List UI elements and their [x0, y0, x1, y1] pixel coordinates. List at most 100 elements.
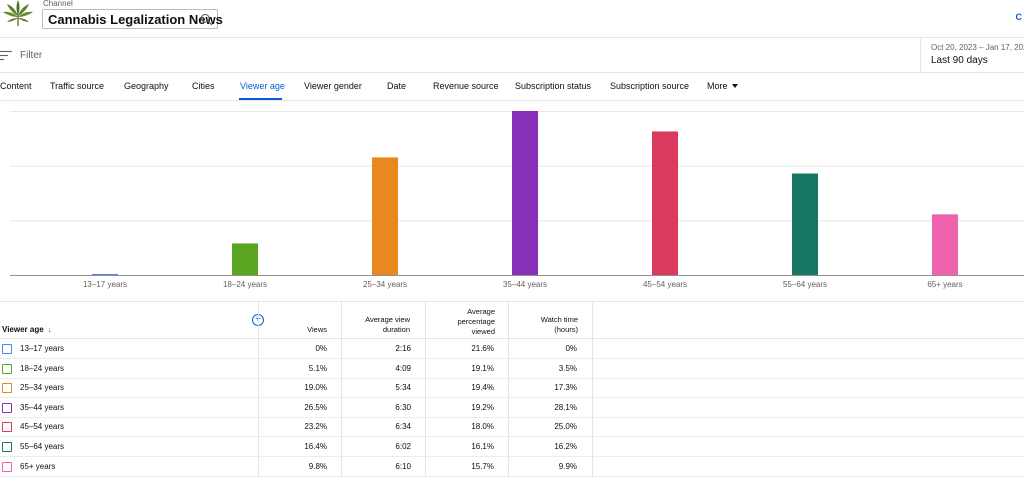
table-row[interactable]: 25–34 years 19.0% 5:34 19.4% 17.3%: [0, 378, 1024, 399]
tab-viewer-gender[interactable]: Viewer gender: [304, 81, 362, 91]
caret-down-icon: [731, 84, 738, 88]
x-tick-label: 35–44 years: [503, 280, 547, 289]
channel-label: Channel: [43, 0, 73, 8]
cell-avg-view-duration: 2:16: [395, 344, 411, 353]
column-header-avg-view-duration[interactable]: Average view duration: [365, 315, 410, 334]
bar-18-24-years[interactable]: [232, 243, 258, 275]
column-divider: [341, 302, 342, 476]
bar-13-17-years[interactable]: [92, 274, 118, 275]
cell-views: 26.5%: [304, 402, 327, 412]
report-tabs: Content Traffic source Geography Cities …: [0, 73, 1024, 101]
bar-25-34-years[interactable]: [372, 157, 398, 275]
row-checkbox[interactable]: [2, 422, 12, 433]
filter-bar: Filter Oct 20, 2023 – Jan 17, 2024 Last …: [0, 38, 1024, 73]
tab-date[interactable]: Date: [387, 81, 407, 91]
viewer-age-chart: 13–17 years 18–24 years 25–34 years 35–44 y…: [0, 101, 1024, 295]
date-range-text: Oct 20, 2023 – Jan 17, 2024: [931, 43, 1024, 52]
cell-avg-percentage-viewed: 21.6%: [471, 344, 494, 353]
cell-views: 23.2%: [304, 422, 327, 432]
column-header-viewer-age[interactable]: Viewer age ↓: [2, 325, 52, 334]
channel-selector[interactable]: Cannabis Legalization News: [42, 9, 223, 29]
column-header-watch-time[interactable]: Watch time (hours): [540, 315, 578, 334]
column-header-avg-percentage-viewed[interactable]: Average percentage viewed: [457, 307, 495, 336]
cell-views: 16.4%: [304, 442, 327, 451]
row-checkbox[interactable]: [2, 461, 12, 472]
cell-avg-view-duration: 6:02: [395, 442, 411, 451]
tab-traffic-source[interactable]: Traffic source: [50, 81, 105, 91]
tab-subscription-status[interactable]: Subscription status: [515, 81, 592, 91]
row-label: 25–34 years: [20, 383, 65, 393]
column-header-viewer-age-label: Viewer age: [2, 325, 44, 334]
cell-watch-time: 0%: [565, 344, 577, 353]
table-row[interactable]: 35–44 years 26.5% 6:30 19.2% 28.1%: [0, 398, 1024, 418]
row-checkbox[interactable]: [2, 383, 12, 394]
cell-avg-percentage-viewed: 16.1%: [471, 442, 494, 451]
row-label: 35–44 years: [20, 402, 65, 412]
row-label: 55–64 years: [20, 442, 65, 451]
cell-watch-time: 3.5%: [558, 363, 577, 373]
row-checkbox[interactable]: [2, 363, 12, 374]
column-divider: [425, 302, 426, 476]
cell-avg-percentage-viewed: 19.1%: [471, 363, 494, 373]
date-range-label: Last 90 days: [931, 55, 988, 66]
bar-chart-svg: 13–17 years 18–24 years 25–34 years 35–44 y…: [10, 111, 1024, 289]
date-range-picker[interactable]: Oct 20, 2023 – Jan 17, 2024 Last 90 days: [920, 38, 1024, 73]
sort-down-icon[interactable]: ↓: [47, 325, 52, 334]
row-checkbox[interactable]: [2, 442, 12, 452]
cell-views: 5.1%: [308, 363, 327, 373]
x-tick-label: 13–17 years: [83, 280, 127, 289]
tab-viewer-age[interactable]: Viewer age: [240, 81, 285, 91]
tab-geography[interactable]: Geography: [124, 81, 169, 91]
bar-55-64-years[interactable]: [792, 173, 818, 275]
filter-input[interactable]: Filter: [20, 50, 43, 61]
tab-more-label: More: [707, 81, 728, 91]
bar-65+-years[interactable]: [932, 214, 958, 275]
cell-avg-view-duration: 4:09: [395, 363, 411, 373]
table-row[interactable]: 55–64 years 16.4% 6:02 16.1% 16.2%: [0, 437, 1024, 457]
x-tick-label: 18–24 years: [223, 280, 267, 289]
table-row[interactable]: 45–54 years 23.2% 6:34 18.0% 25.0%: [0, 417, 1024, 438]
table-row[interactable]: 18–24 years 5.1% 4:09 19.1% 3.5%: [0, 359, 1024, 379]
cell-avg-percentage-viewed: 18.0%: [471, 422, 494, 432]
cell-avg-view-duration: 6:30: [395, 402, 411, 412]
active-tab-indicator: [239, 98, 282, 100]
table-header: Viewer age↓ + Views Average view duratio…: [0, 302, 1024, 339]
cannabis-leaf-logo[interactable]: [2, 0, 34, 28]
viewer-age-table: Viewer age↓ + Views Average view duratio…: [0, 301, 1024, 487]
cell-avg-percentage-viewed: 19.2%: [471, 402, 494, 412]
channel-name: Cannabis Legalization News: [48, 12, 223, 27]
table-row[interactable]: 13–17 years 0% 2:16 21.6% 0%: [0, 339, 1024, 359]
cell-avg-percentage-viewed: 19.4%: [471, 383, 494, 393]
cell-avg-view-duration: 5:34: [395, 383, 411, 393]
cell-watch-time: 17.3%: [554, 383, 577, 393]
cell-views: 19.0%: [304, 383, 327, 393]
x-tick-label: 45–54 years: [643, 280, 687, 289]
x-tick-label: 65+ years: [927, 280, 962, 289]
bar-45-54-years[interactable]: [652, 131, 678, 275]
tab-cities[interactable]: Cities: [192, 81, 215, 91]
filter-icon[interactable]: [0, 50, 12, 61]
cell-views: 0%: [315, 344, 327, 353]
cell-watch-time: 16.2%: [554, 442, 577, 451]
column-divider: [592, 302, 593, 476]
row-label: 65+ years: [20, 461, 56, 471]
column-header-views[interactable]: Views: [307, 325, 327, 334]
cell-avg-view-duration: 6:34: [395, 422, 411, 432]
cell-avg-view-duration: 6:10: [395, 461, 411, 471]
column-divider: [508, 302, 509, 476]
row-checkbox[interactable]: [2, 344, 12, 354]
row-checkbox[interactable]: [2, 402, 12, 413]
cell-views: 9.8%: [308, 461, 327, 471]
tab-content[interactable]: Content: [0, 81, 32, 91]
top-right-link[interactable]: C: [1015, 12, 1023, 22]
tab-more[interactable]: More: [707, 81, 738, 91]
table-row[interactable]: 65+ years 9.8% 6:10 15.7% 9.9%: [0, 457, 1024, 477]
x-tick-label: 25–34 years: [363, 280, 407, 289]
bar-35-44-years[interactable]: [512, 111, 538, 275]
column-divider: [258, 302, 259, 476]
search-icon[interactable]: [200, 13, 213, 26]
tab-revenue-source[interactable]: Revenue source: [433, 81, 499, 91]
cell-watch-time: 9.9%: [558, 461, 577, 471]
tab-subscription-source[interactable]: Subscription source: [610, 81, 690, 91]
cell-watch-time: 25.0%: [554, 422, 577, 432]
